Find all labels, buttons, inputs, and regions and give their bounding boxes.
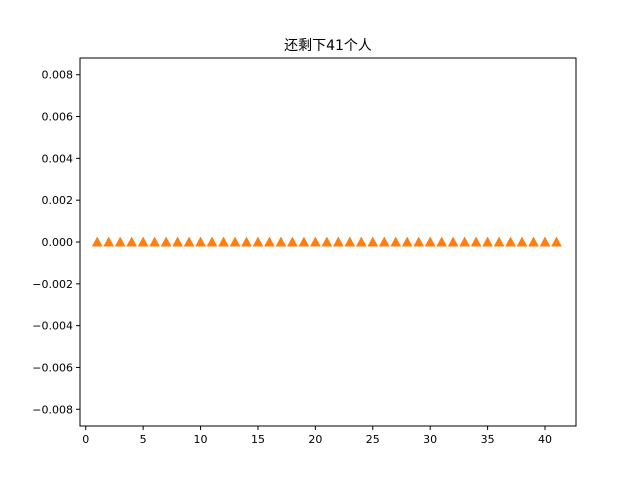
data-point: [309, 236, 321, 247]
data-point: [413, 236, 425, 247]
x-tick-label: 40: [538, 433, 552, 446]
y-tick-label: −0.008: [32, 403, 73, 416]
data-point: [528, 236, 539, 247]
y-tick-label: 0.002: [42, 194, 74, 207]
scatter-series: [91, 236, 562, 247]
data-point: [137, 236, 149, 247]
data-point: [126, 236, 138, 247]
y-axis-ticks: 0.008 0.006 0.004 0.002 0.000 −0.002 −0.004 −0.…: [32, 69, 80, 416]
data-point: [218, 236, 229, 247]
data-point: [275, 236, 287, 247]
y-tick-label: −0.004: [32, 320, 73, 333]
data-point: [551, 236, 562, 247]
data-point: [470, 236, 482, 247]
data-point: [195, 236, 206, 247]
chart-title: 还剩下41个人: [284, 38, 372, 54]
data-point: [401, 236, 413, 247]
x-tick-label: 0: [82, 433, 89, 446]
data-point: [355, 236, 367, 247]
data-point: [160, 236, 172, 247]
data-point: [321, 236, 333, 247]
y-tick-label: 0.008: [42, 69, 74, 82]
data-point: [252, 236, 264, 247]
data-point: [436, 236, 448, 247]
x-axis-ticks: 0 5 10 15 20 25 30 35 40: [82, 426, 552, 446]
x-tick-label: 25: [366, 433, 380, 446]
x-tick-label: 5: [140, 433, 147, 446]
data-point: [149, 236, 161, 247]
data-point: [206, 236, 218, 247]
data-point: [378, 236, 390, 247]
data-point: [482, 236, 494, 247]
y-tick-label: 0.004: [42, 152, 74, 165]
data-point: [459, 236, 471, 247]
x-tick-label: 15: [251, 433, 265, 446]
data-point: [516, 236, 528, 247]
data-point: [264, 236, 275, 247]
data-point: [229, 236, 241, 247]
data-point: [241, 236, 252, 247]
data-point: [367, 236, 379, 247]
data-point: [183, 236, 195, 247]
data-point: [103, 236, 115, 247]
x-tick-label: 20: [308, 433, 322, 446]
data-point: [424, 236, 436, 247]
data-point: [114, 236, 126, 247]
data-point: [505, 236, 516, 247]
x-tick-label: 35: [481, 433, 495, 446]
data-point: [332, 236, 344, 247]
data-point: [172, 236, 184, 247]
data-point: [447, 236, 459, 247]
y-tick-label: 0.000: [42, 236, 74, 249]
data-point: [298, 236, 310, 247]
data-point: [539, 236, 551, 247]
y-tick-label: −0.006: [32, 361, 73, 374]
x-tick-label: 30: [423, 433, 437, 446]
y-tick-label: 0.006: [42, 111, 74, 124]
plot-area-frame: [79, 57, 577, 427]
x-tick-label: 10: [194, 433, 208, 446]
data-point: [493, 236, 505, 247]
y-tick-label: −0.002: [32, 278, 73, 291]
data-point: [344, 236, 356, 247]
data-point: [286, 236, 298, 247]
data-point: [91, 236, 103, 247]
data-point: [390, 236, 402, 247]
